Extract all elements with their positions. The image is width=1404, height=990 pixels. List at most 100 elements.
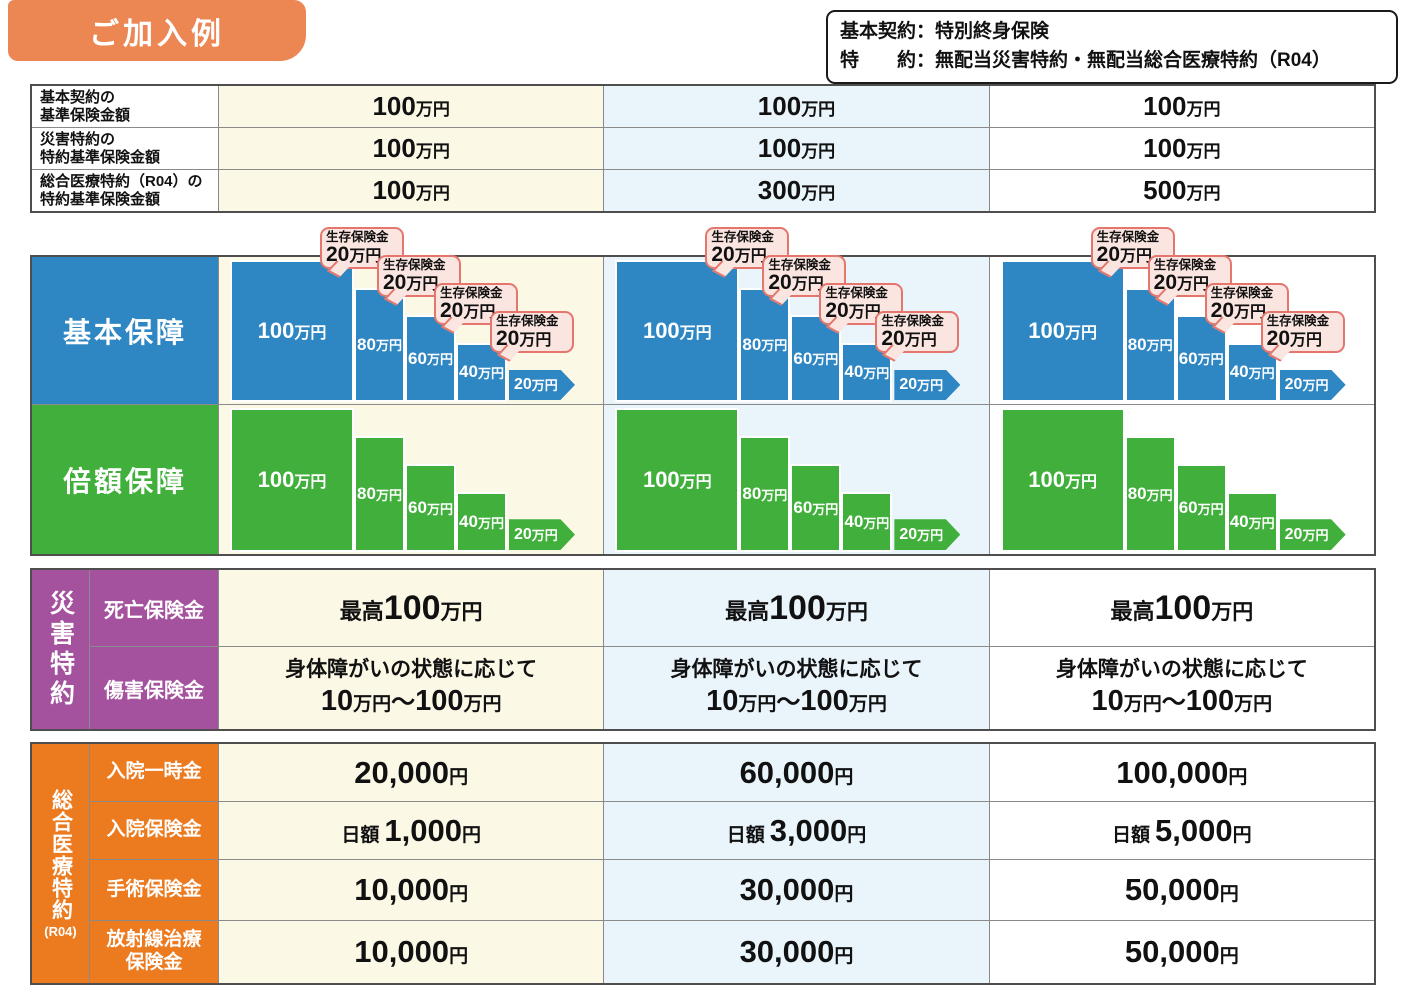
double-coverage-header: 倍額保障: [32, 405, 218, 554]
bubble-amount: 20万円: [768, 271, 824, 295]
base-amount-table: 基本契約の 基準保険金額 100万円 100万円 100万円 災害特約の 特約基…: [30, 84, 1376, 213]
amount: 100万円: [1143, 91, 1221, 121]
arrow-bar-20: 20 万円: [509, 369, 575, 400]
contract-info-box: 基本契約：特別終身保険 特 約：無配当災害特約・無配当総合医療特約（R04）: [826, 10, 1398, 84]
amount: 30,000円: [739, 934, 854, 969]
medical-value: 30,000円: [604, 860, 989, 920]
base-value-cell: 100万円: [604, 86, 989, 127]
label-line: 特約基準保険金額: [40, 190, 161, 208]
amount: 100万円: [1143, 133, 1221, 163]
amount: 20,000円: [354, 754, 469, 790]
label-line: 総合医療特約（R04）の: [40, 172, 203, 190]
bubble-amount: 20万円: [1266, 327, 1323, 351]
label-line: 特約基準保険金額: [40, 148, 161, 166]
amount: 日額 5,000円: [1112, 812, 1252, 848]
step-bar-100: 100 万円: [1002, 410, 1123, 550]
step-bar-60: 60 万円: [1177, 317, 1225, 400]
step-bar-80: 80 万円: [356, 289, 403, 400]
medical-row-label-1: 入院一時金: [90, 744, 218, 801]
contract-line-1: 基本契約：特別終身保険: [840, 21, 1050, 42]
death-benefit-value: 最高100万円: [219, 570, 604, 646]
step-bar-40: 40 万円: [458, 494, 505, 550]
amount: 50,000円: [1124, 872, 1239, 907]
step-bar-100: 100 万円: [617, 410, 738, 550]
label-line: 災害特約の: [40, 130, 116, 148]
step-bar-40: 40 万円: [843, 494, 891, 550]
bubble-amount: 20万円: [383, 271, 439, 295]
medical-vertical-label: 総合医療特約 (R04): [32, 744, 89, 983]
label-line: 基本契約の: [40, 88, 116, 106]
base-value-cell: 100万円: [219, 128, 604, 169]
amount: 日額 1,000円: [341, 812, 481, 848]
medical-value: 30,000円: [604, 921, 989, 983]
injury-benefit-text: 身体障がいの状態に応じて 10万円～100万円: [285, 657, 537, 720]
basic-chart-col3: 100 万円 80 万円 60 万円 40 万円 20 万円 生存保険金 20万円 生存保険…: [989, 227, 1374, 404]
injury-range: 10万円～100万円: [706, 685, 887, 717]
arrow-bar-20: 20 万円: [509, 519, 575, 550]
bubble-amount: 20万円: [711, 243, 767, 267]
amount: 最高100万円: [725, 588, 868, 627]
step-bar-100: 100 万円: [232, 262, 352, 400]
basic-chart-col1: 100 万円 80 万円 60 万円 40 万円 20 万円 生存保険金 20万円 生存保険…: [219, 227, 604, 404]
step-bars: 100 万円 80 万円 60 万円 40 万円 20 万円: [232, 410, 595, 550]
injury-benefit-value: 身体障がいの状態に応じて 10万円～100万円: [604, 647, 989, 729]
survival-benefit-bubble: 生存保険金 20万円: [1260, 311, 1345, 362]
base-value-cell: 100万円: [219, 86, 604, 127]
header-label: 基本保障: [62, 316, 187, 348]
bubble-amount: 20万円: [1096, 243, 1153, 267]
header-label: 倍額保障: [62, 465, 187, 497]
contract-line-2: 特 約：無配当災害特約・無配当総合医療特約（R04）: [840, 50, 1331, 72]
step-bars: 100 万円 80 万円 60 万円 40 万円 20 万円: [1002, 262, 1366, 400]
basic-chart-col2: 100 万円 80 万円 60 万円 40 万円 20 万円 生存保険金 20万円 生存保険…: [604, 227, 989, 404]
step-bar-40: 40 万円: [1228, 344, 1276, 400]
coverage-chart-table: 基本保障 100 万円 80 万円 60 万円 40 万円 20 万円 生存保険金 20万円…: [30, 227, 1376, 556]
survival-benefit-bubble: 生存保険金 20万円: [705, 227, 790, 278]
amount: 30,000円: [739, 872, 854, 907]
step-bar-80: 80 万円: [1126, 289, 1174, 400]
base-value-cell: 300万円: [604, 170, 989, 211]
step-bar-60: 60 万円: [407, 466, 454, 550]
step-bar-100: 100 万円: [1002, 262, 1123, 400]
amount: 最高100万円: [1110, 588, 1254, 627]
step-bar-80: 80 万円: [356, 438, 403, 550]
base-row-label-2: 災害特約の 特約基準保険金額: [32, 128, 218, 169]
arrow-bar-20: 20 万円: [1279, 519, 1346, 550]
injury-range: 10万円～100万円: [320, 685, 502, 717]
step-bars: 100 万円 80 万円 60 万円 40 万円 20 万円: [617, 410, 980, 550]
amount: 100万円: [372, 133, 450, 163]
base-value-cell: 500万円: [989, 170, 1374, 211]
injury-benefit-label: 傷害保険金: [90, 647, 218, 729]
disaster-vertical-label: 災害特約: [32, 570, 89, 729]
medical-value: 60,000円: [604, 744, 989, 801]
medical-value: 20,000円: [219, 744, 604, 801]
amount: 300万円: [757, 175, 836, 205]
injury-range: 10万円～100万円: [1091, 685, 1273, 717]
injury-benefit-value: 身体障がいの状態に応じて 10万円～100万円: [219, 647, 604, 729]
medical-value: 日額 5,000円: [989, 802, 1374, 859]
label-line: 基準保険金額: [40, 106, 131, 124]
amount: 10,000円: [354, 934, 469, 969]
step-bar-80: 80 万円: [741, 289, 789, 400]
survival-benefit-bubble: 生存保険金 20万円: [490, 311, 574, 362]
disaster-rider-table: 災害特約 死亡保険金 最高100万円 最高100万円 最高100万円 傷害保険金…: [30, 568, 1376, 731]
basic-coverage-header: 基本保障: [32, 257, 218, 404]
bubble-amount: 20万円: [1210, 299, 1267, 323]
medical-value: 日額 1,000円: [219, 802, 604, 859]
bubble-amount: 20万円: [881, 327, 937, 351]
double-chart-col2: 100 万円 80 万円 60 万円 40 万円 20 万円: [604, 405, 989, 554]
medical-value: 日額 3,000円: [604, 802, 989, 859]
amount: 日額 3,000円: [726, 812, 867, 848]
arrow-bar-20: 20 万円: [894, 369, 961, 400]
death-benefit-label: 死亡保険金: [90, 570, 218, 646]
amount: 500万円: [1143, 175, 1221, 205]
bubble-amount: 20万円: [1153, 271, 1210, 295]
base-row-label-1: 基本契約の 基準保険金額: [32, 86, 218, 127]
base-row-label-3: 総合医療特約（R04）の 特約基準保険金額: [32, 170, 218, 211]
amount: 100万円: [757, 91, 836, 121]
step-bar-40: 40 万円: [458, 344, 505, 400]
bubble-amount: 20万円: [825, 299, 881, 323]
step-bar-80: 80 万円: [741, 438, 789, 550]
base-value-cell: 100万円: [604, 128, 989, 169]
amount: 100万円: [372, 91, 450, 121]
survival-benefit-bubble: 生存保険金 20万円: [1090, 227, 1175, 278]
